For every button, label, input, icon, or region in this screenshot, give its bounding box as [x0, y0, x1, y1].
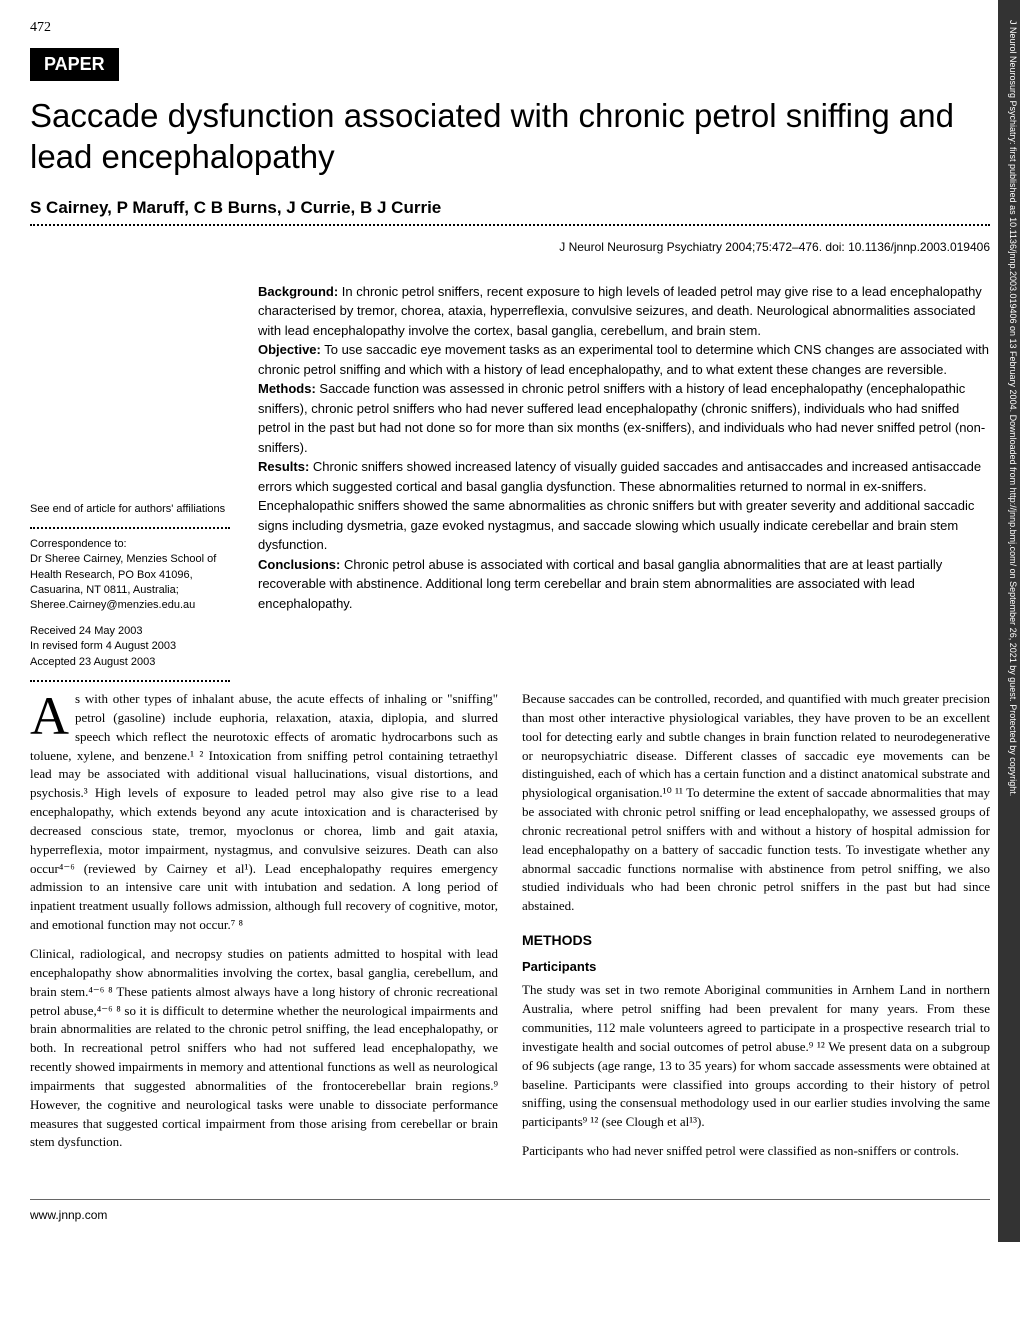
- methods-label: Methods:: [258, 381, 316, 396]
- conclusions-label: Conclusions:: [258, 557, 340, 572]
- page-footer: www.jnnp.com: [30, 1199, 990, 1222]
- right-column: Background: In chronic petrol sniffers, …: [258, 282, 990, 691]
- dropcap: A: [30, 694, 69, 738]
- dates-block: Received 24 May 2003 In revised form 4 A…: [30, 624, 230, 670]
- see-end-note: See end of article for authors' affiliat…: [30, 502, 230, 517]
- body-paragraph-5: Participants who had never sniffed petro…: [522, 1142, 990, 1161]
- background-text: In chronic petrol sniffers, recent expos…: [258, 284, 982, 338]
- main-area: See end of article for authors' affiliat…: [30, 282, 990, 691]
- p1-text: s with other types of inhalant abuse, th…: [30, 691, 498, 932]
- results-label: Results:: [258, 459, 309, 474]
- authors-list: S Cairney, P Maruff, C B Burns, J Currie…: [30, 198, 990, 218]
- correspondence-body: Dr Sheree Cairney, Menzies School of Hea…: [30, 553, 216, 611]
- citation-line: J Neurol Neurosurg Psychiatry 2004;75:47…: [30, 240, 990, 254]
- copyright-sidebar: J Neurol Neurosurg Psychiatry: first pub…: [998, 0, 1020, 1242]
- paper-label: PAPER: [30, 48, 119, 81]
- dotted-rule-short: [30, 527, 230, 529]
- article-title: Saccade dysfunction associated with chro…: [30, 95, 990, 178]
- results-text: Chronic sniffers showed increased latenc…: [258, 459, 981, 552]
- dotted-rule-short: [30, 680, 230, 682]
- accepted-date: Accepted 23 August 2003: [30, 656, 155, 668]
- body-paragraph-3: Because saccades can be controlled, reco…: [522, 690, 990, 916]
- footer-url: www.jnnp.com: [30, 1208, 107, 1222]
- methods-heading: METHODS: [522, 930, 990, 950]
- dotted-rule: [30, 224, 990, 226]
- body-paragraph-4: The study was set in two remote Aborigin…: [522, 981, 990, 1132]
- body-paragraph-2: Clinical, radiological, and necropsy stu…: [30, 945, 498, 1152]
- received-date: Received 24 May 2003: [30, 625, 143, 637]
- background-label: Background:: [258, 284, 338, 299]
- page-number: 472: [30, 20, 990, 36]
- methods-text: Saccade function was assessed in chronic…: [258, 381, 985, 455]
- objective-label: Objective:: [258, 342, 321, 357]
- correspondence-block: Correspondence to: Dr Sheree Cairney, Me…: [30, 537, 230, 614]
- abstract-block: Background: In chronic petrol sniffers, …: [258, 282, 990, 614]
- body-text: As with other types of inhalant abuse, t…: [30, 690, 990, 1167]
- revised-date: In revised form 4 August 2003: [30, 640, 176, 652]
- objective-text: To use saccadic eye movement tasks as an…: [258, 342, 989, 377]
- left-info-column: See end of article for authors' affiliat…: [30, 282, 230, 691]
- participants-heading: Participants: [522, 958, 990, 977]
- correspondence-label: Correspondence to:: [30, 538, 127, 550]
- body-paragraph-1: As with other types of inhalant abuse, t…: [30, 690, 498, 935]
- conclusions-text: Chronic petrol abuse is associated with …: [258, 557, 942, 611]
